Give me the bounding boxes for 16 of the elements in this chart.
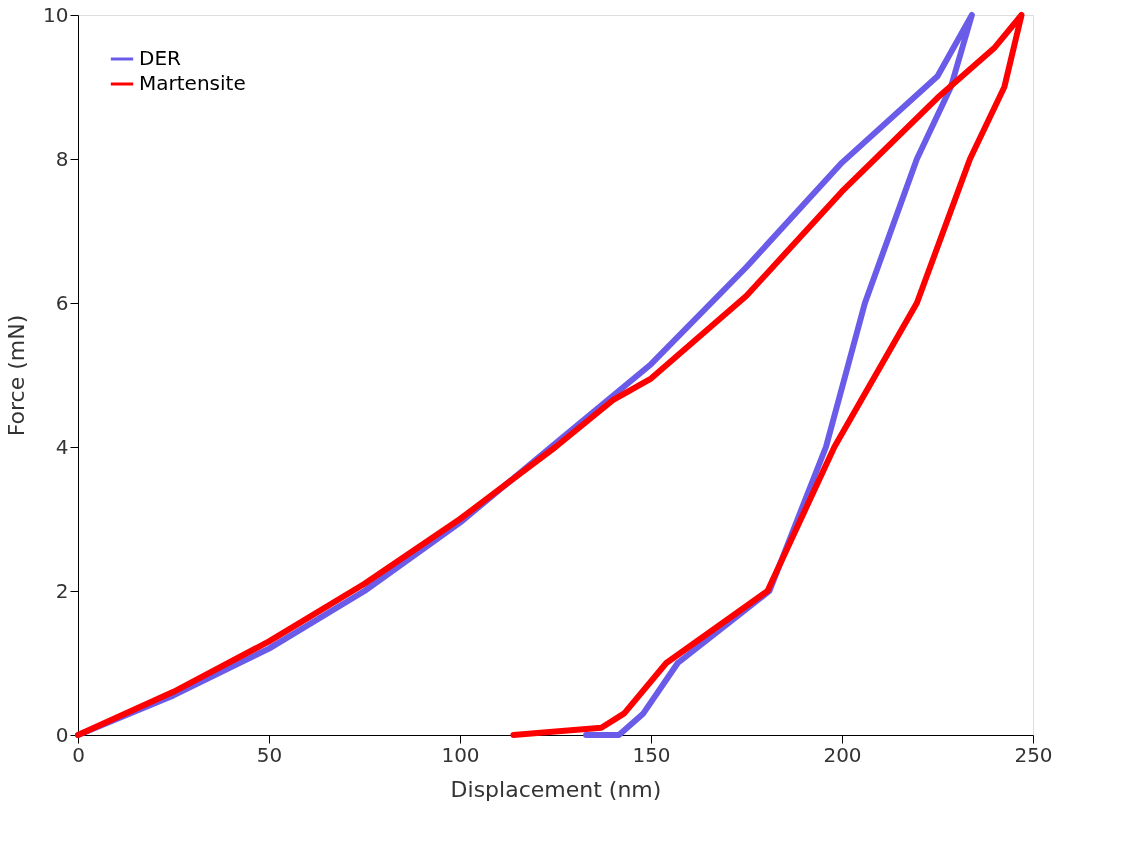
y-axis-title: Force (mN) bbox=[4, 314, 30, 437]
x-tick-label: 250 bbox=[1014, 742, 1053, 767]
y-tick-label: 0 bbox=[55, 722, 69, 747]
y-tick-label: 2 bbox=[55, 578, 69, 603]
y-tick-label: 10 bbox=[43, 2, 69, 27]
x-tick-label: 0 bbox=[72, 742, 85, 767]
y-tick-label: 4 bbox=[55, 434, 69, 459]
x-axis-title: Displacement (nm) bbox=[450, 776, 662, 802]
x-tick-label: 200 bbox=[823, 742, 862, 767]
y-tick-label: 8 bbox=[55, 146, 69, 171]
x-tick-label: 150 bbox=[632, 742, 671, 767]
legend-label: DER bbox=[139, 46, 182, 70]
x-tick-label: 50 bbox=[256, 742, 283, 767]
y-tick-label: 6 bbox=[55, 290, 69, 315]
x-tick-label: 100 bbox=[441, 742, 480, 767]
legend-label: Martensite bbox=[139, 71, 246, 95]
